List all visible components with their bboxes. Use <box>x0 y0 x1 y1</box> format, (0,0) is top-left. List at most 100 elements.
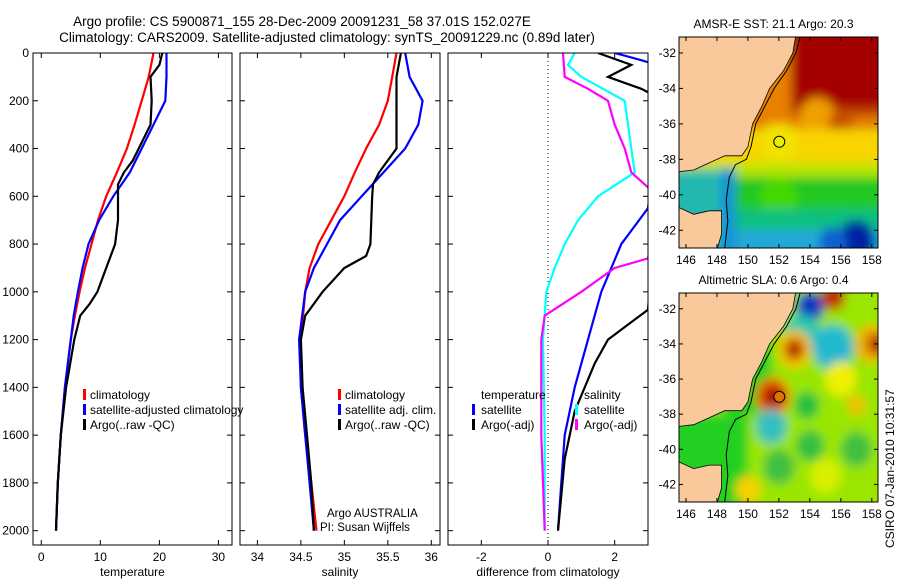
legend-label: satellite adj. clim. <box>345 403 436 417</box>
x-tick-label: 156 <box>831 507 851 521</box>
legend-label: satellite <box>481 403 522 417</box>
x-tick-label: 34.5 <box>289 550 313 564</box>
y-tick-label: 1600 <box>2 428 29 442</box>
y-tick-label: -40 <box>659 442 677 456</box>
series-line-climatology <box>299 53 398 531</box>
mainland-land <box>679 37 796 173</box>
field-blob <box>755 408 787 444</box>
x-tick-label: 154 <box>800 507 820 521</box>
y-tick-label: -32 <box>659 302 677 316</box>
legend-label: Argo(..raw -QC) <box>345 418 430 432</box>
shelf-contour <box>724 293 801 502</box>
y-tick-label: 200 <box>9 94 29 108</box>
field-blob <box>785 338 804 360</box>
field-blob <box>760 177 798 220</box>
axes-box <box>447 52 649 546</box>
x-tick-label: 2 <box>611 550 618 564</box>
map-title: Altimetric SLA: 0.6 Argo: 0.4 <box>698 273 848 287</box>
x-tick-label: 148 <box>707 507 727 521</box>
x-tick-label: 158 <box>862 507 882 521</box>
legend-label: Argo(-adj) <box>584 418 637 432</box>
x-tick-label: 152 <box>769 507 789 521</box>
map-panel-sst_map: 146 148 150 152 154 156 158 -32 -34 -36 -38 -40 -42 A… <box>659 17 882 267</box>
x-tick-label: 35.5 <box>376 550 400 564</box>
y-tick-label: 400 <box>9 142 29 156</box>
field-blob <box>867 333 878 355</box>
series-line-climatology <box>54 53 155 531</box>
series-group <box>297 53 424 531</box>
field-cell <box>786 37 878 107</box>
y-tick-label: 1200 <box>2 333 29 347</box>
series-line-temperature-argo-adj- <box>556 53 648 531</box>
argo-position-marker <box>773 390 786 403</box>
map-field <box>679 293 878 502</box>
axes-box <box>32 52 233 546</box>
figure-title-line2: Climatology: CARS2009. Satellite-adjuste… <box>59 30 595 45</box>
series-group <box>540 53 648 531</box>
pi-label: PI: Susan Wijffels <box>320 522 410 534</box>
x-tick-label: 150 <box>738 253 758 267</box>
legend-group-title: temperature <box>481 388 546 402</box>
x-tick-label: 156 <box>831 253 851 267</box>
series-line-temperature-satellite <box>556 53 648 531</box>
field-blob <box>825 361 857 397</box>
x-tick-label: 36 <box>425 550 439 564</box>
y-tick-label: -38 <box>659 407 677 421</box>
x-tick-label: 0 <box>545 550 552 564</box>
y-tick-label: -42 <box>659 477 677 491</box>
legend-swatch <box>83 389 86 400</box>
x-tick-label: 150 <box>738 507 758 521</box>
x-tick-label: 146 <box>676 253 696 267</box>
legend-label: Argo(-adj) <box>481 418 534 432</box>
axes-box <box>239 52 441 546</box>
y-tick-label: 0 <box>22 46 29 60</box>
field-blob <box>847 394 866 416</box>
tasmania-land <box>679 207 722 248</box>
x-axis-label: temperature <box>100 565 165 579</box>
legend-label: climatology <box>90 388 150 402</box>
y-tick-label: 2000 <box>2 524 29 538</box>
legend-swatch <box>472 404 475 415</box>
x-tick-label: 152 <box>769 253 789 267</box>
y-tick-label: -34 <box>659 337 677 351</box>
x-tick-label: 148 <box>707 253 727 267</box>
y-tick-label: 800 <box>9 237 29 251</box>
x-tick-label: 10 <box>94 550 108 564</box>
legend-swatch <box>338 419 341 430</box>
x-tick-label: 146 <box>676 507 696 521</box>
field-blob <box>812 324 854 371</box>
legend-label: climatology <box>345 388 405 402</box>
legend-swatch <box>472 419 475 430</box>
y-tick-label: 1000 <box>2 285 29 299</box>
field-blob <box>854 324 878 364</box>
y-tick-label: -32 <box>659 46 677 60</box>
field-blob <box>809 458 841 494</box>
legend-swatch <box>575 419 578 430</box>
timestamp-stamp: CSIRO 07-Jan-2010 10:31:57 <box>883 389 897 548</box>
field-blob <box>819 226 848 248</box>
x-tick-label: 158 <box>862 253 882 267</box>
x-tick-label: -2 <box>476 550 487 564</box>
legend-label: satellite <box>584 403 625 417</box>
series-line-satellite-adj-clim- <box>297 53 424 531</box>
map-title: AMSR-E SST: 21.1 Argo: 20.3 <box>693 17 853 31</box>
x-tick-label: 154 <box>800 253 820 267</box>
field-blob <box>735 475 761 502</box>
series-line-argo-raw-qc- <box>299 53 402 531</box>
x-axis-label: salinity <box>322 565 359 579</box>
figure-title-line1: Argo profile: CS 5900871_155 28-Dec-2009… <box>73 14 531 29</box>
x-tick-label: 34 <box>251 550 265 564</box>
map-field <box>679 37 878 248</box>
mainland-land <box>679 293 796 427</box>
x-tick-label: 0 <box>38 550 45 564</box>
y-tick-label: -38 <box>659 152 677 166</box>
legend: temperaturesatelliteArgo(-adj)salinitysa… <box>472 388 637 432</box>
field-blob <box>837 219 875 248</box>
tasmania-land <box>679 461 722 502</box>
argo-position-marker <box>773 135 786 148</box>
series-line-salinity-argo-adj- <box>540 53 648 531</box>
profile-panel-salinity: 34 34.5 35 35.5 36 salinity climatologysatelli… <box>239 52 441 579</box>
